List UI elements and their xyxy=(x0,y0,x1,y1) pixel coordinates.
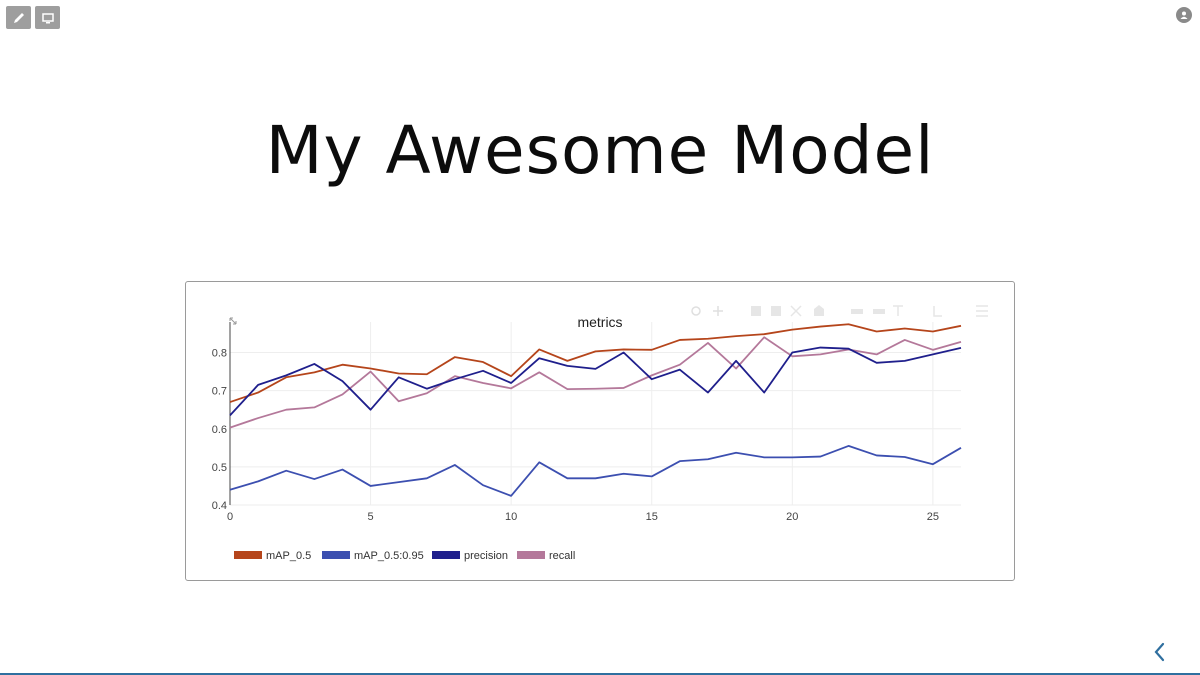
zoom-out-icon[interactable] xyxy=(851,309,863,314)
series-line-recall[interactable] xyxy=(229,336,962,429)
x-tick-label: 0 xyxy=(227,511,233,523)
lasso-icon[interactable] xyxy=(771,306,781,316)
x-tick-label: 25 xyxy=(927,511,939,523)
y-tick-label: 0.7 xyxy=(212,386,227,398)
pencil-icon xyxy=(13,12,24,23)
menu-icon[interactable] xyxy=(976,305,988,317)
chevron-left-icon xyxy=(1154,642,1165,662)
y-tick-label: 0.6 xyxy=(212,424,227,436)
slide-title: My Awesome Model xyxy=(265,112,935,189)
metrics-chart: metrics 0.4 0.5 0.6 0.7 0.8 0 5 10 15 20 25 mAP_0.… xyxy=(185,281,1015,581)
box-select-icon[interactable] xyxy=(751,306,761,316)
x-tick-label: 20 xyxy=(786,511,798,523)
home-icon[interactable] xyxy=(814,305,824,316)
chart-legend: mAP_0.5 mAP_0.5:0.95 precision recall xyxy=(234,550,575,562)
legend-item[interactable]: recall xyxy=(517,550,575,562)
x-tick-label: 10 xyxy=(505,511,517,523)
chart-modebar xyxy=(691,305,988,317)
chart-title: metrics xyxy=(577,314,622,330)
series-line-map-0-5-0-95[interactable] xyxy=(229,445,962,497)
zoom-icon[interactable] xyxy=(691,306,701,316)
back-button[interactable] xyxy=(1150,641,1170,663)
user-icon xyxy=(1180,11,1188,19)
legend-item[interactable]: mAP_0.5 xyxy=(234,550,311,562)
chart-series xyxy=(229,323,962,497)
edit-button[interactable] xyxy=(6,6,31,29)
legend-swatch xyxy=(432,551,460,559)
legend-label: mAP_0.5 xyxy=(266,550,311,562)
user-menu-button[interactable] xyxy=(1176,7,1192,23)
bottom-progress-line xyxy=(0,673,1200,675)
spike-lines-icon[interactable] xyxy=(893,305,903,316)
y-tick-label: 0.5 xyxy=(212,462,227,474)
present-button[interactable] xyxy=(35,6,60,29)
y-tick-label: 0.4 xyxy=(212,500,227,512)
pan-icon[interactable] xyxy=(713,306,723,316)
legend-swatch xyxy=(517,551,545,559)
series-line-map-0-5[interactable] xyxy=(229,323,962,403)
legend-label: recall xyxy=(549,550,575,562)
series-line-precision[interactable] xyxy=(229,346,962,417)
legend-swatch xyxy=(322,551,350,559)
legend-swatch xyxy=(234,551,262,559)
legend-label: mAP_0.5:0.95 xyxy=(354,550,424,562)
monitor-icon xyxy=(41,12,54,23)
chart-svg: metrics 0.4 0.5 0.6 0.7 0.8 0 5 10 15 20 25 mAP_0.… xyxy=(212,305,988,562)
x-tick-label: 15 xyxy=(646,511,658,523)
legend-item[interactable]: precision xyxy=(432,550,508,562)
chart-axes: 0.4 0.5 0.6 0.7 0.8 0 5 10 15 20 25 xyxy=(212,322,939,523)
x-tick-label: 5 xyxy=(368,511,374,523)
resize-handle-icon[interactable] xyxy=(229,317,237,325)
compare-icon[interactable] xyxy=(933,306,942,317)
autoscale-icon[interactable] xyxy=(873,309,885,314)
legend-item[interactable]: mAP_0.5:0.95 xyxy=(322,550,424,562)
zoom-in-icon[interactable] xyxy=(790,305,802,317)
legend-label: precision xyxy=(464,550,508,562)
y-tick-label: 0.8 xyxy=(212,348,227,360)
